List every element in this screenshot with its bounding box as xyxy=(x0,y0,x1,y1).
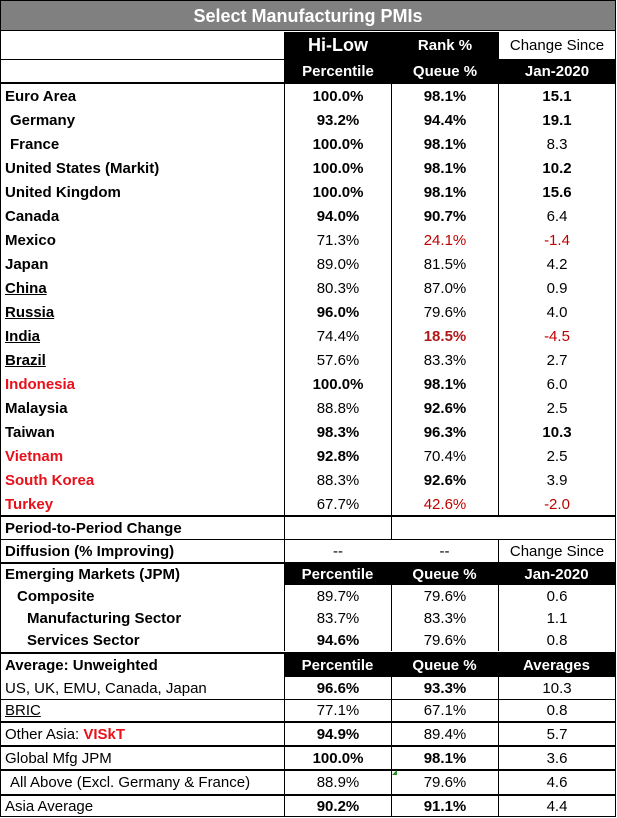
header-change-since: Change Since xyxy=(498,32,615,59)
avg-label: Average: Unweighted xyxy=(5,657,158,674)
table-row: France 100.0% 98.1% 8.3 xyxy=(1,132,615,156)
diffusion-row: Diffusion (% Improving) -- -- Change Sin… xyxy=(1,540,615,562)
cell-marker-icon xyxy=(392,770,397,775)
table-row: Canada 94.0% 90.7% 6.4 xyxy=(1,204,615,228)
table-row: China 80.3% 87.0% 0.9 xyxy=(1,276,615,300)
table-title: Select Manufacturing PMIs xyxy=(1,1,615,31)
table-row: Indonesia 100.0% 98.1% 6.0 xyxy=(1,372,615,396)
header-jan2020: Jan-2020 xyxy=(498,60,615,83)
table-row: BRIC 77.1% 67.1% 0.8 xyxy=(1,700,615,721)
em-row-name: Services Sector xyxy=(27,631,140,649)
country-name: France xyxy=(10,135,60,153)
table-row: Malaysia 88.8% 92.6% 2.5 xyxy=(1,396,615,420)
diffusion-label: Diffusion (% Improving) xyxy=(5,542,175,560)
em-row-name: Manufacturing Sector xyxy=(27,609,182,627)
table-row: Turkey 67.7% 42.6% -2.0 xyxy=(1,492,615,516)
em-row-name: Composite xyxy=(17,587,95,605)
em-header-row: Emerging Markets (JPM) Percentile Queue … xyxy=(1,564,615,585)
country-name: South Korea xyxy=(5,471,95,489)
diffusion-change-since: Change Since xyxy=(498,540,615,562)
avg-row-name: BRIC xyxy=(5,702,41,719)
table-row: US, UK, EMU, Canada, Japan 96.6% 93.3% 1… xyxy=(1,677,615,699)
country-name: United Kingdom xyxy=(5,183,121,201)
table-row: United States (Markit) 100.0% 98.1% 10.2 xyxy=(1,156,615,180)
avg-row-name: Asia Average xyxy=(5,798,94,815)
table-row: Vietnam 92.8% 70.4% 2.5 xyxy=(1,444,615,468)
avg-row-name: Other Asia: VISkT xyxy=(5,725,126,743)
table-row: Services Sector 94.6% 79.6% 0.8 xyxy=(1,629,615,651)
avg-row-name: Global Mfg JPM xyxy=(5,749,112,767)
avg-row-name: US, UK, EMU, Canada, Japan xyxy=(5,679,207,697)
header-row-2: Percentile Queue % Jan-2020 xyxy=(1,60,615,83)
table-row: Euro Area 100.0% 98.1% 15.1 xyxy=(1,84,615,108)
country-name: Indonesia xyxy=(5,375,76,393)
header-row-1: Hi-Low Rank % Change Since xyxy=(1,32,615,59)
table-row: Taiwan 98.3% 96.3% 10.3 xyxy=(1,420,615,444)
country-name: Taiwan xyxy=(5,423,55,441)
table-row: Asia Average 90.2% 91.1% 4.4 xyxy=(1,796,615,817)
country-name: United States (Markit) xyxy=(5,159,160,177)
table-row: Japan 89.0% 81.5% 4.2 xyxy=(1,252,615,276)
header-rank: Rank % xyxy=(391,32,498,59)
avg-header-row: Average: Unweighted Percentile Queue % A… xyxy=(1,654,615,677)
header-hilow: Hi-Low xyxy=(284,32,391,59)
table-row: Composite 89.7% 79.6% 0.6 xyxy=(1,585,615,607)
table-row: United Kingdom 100.0% 98.1% 15.6 xyxy=(1,180,615,204)
table-row: Global Mfg JPM 100.0% 98.1% 3.6 xyxy=(1,747,615,769)
header-percentile: Percentile xyxy=(284,60,391,83)
country-name: Japan xyxy=(5,255,49,273)
table-row: Russia 96.0% 79.6% 4.0 xyxy=(1,300,615,324)
em-label: Emerging Markets (JPM) xyxy=(5,566,181,583)
country-name: Germany xyxy=(10,111,76,129)
period-label: Period-to-Period Change xyxy=(5,519,182,537)
table-row: India 74.4% 18.5% -4.5 xyxy=(1,324,615,348)
table-row: Other Asia: VISkT 94.9% 89.4% 5.7 xyxy=(1,723,615,745)
table-row: All Above (Excl. Germany & France) 88.9%… xyxy=(1,771,615,794)
country-name: Turkey xyxy=(5,495,54,513)
visKt-label: VISkT xyxy=(83,725,126,743)
table-row: Germany 93.2% 94.4% 19.1 xyxy=(1,108,615,132)
country-name: China xyxy=(5,279,47,297)
country-name: Vietnam xyxy=(5,447,64,465)
table-row: Manufacturing Sector 83.7% 83.3% 1.1 xyxy=(1,607,615,629)
country-name: Russia xyxy=(5,303,55,321)
country-name: India xyxy=(5,327,41,345)
avg-row-name: All Above (Excl. Germany & France) xyxy=(10,774,251,791)
country-name: Malaysia xyxy=(5,399,68,417)
header-queue: Queue % xyxy=(391,60,498,83)
country-name: Brazil xyxy=(5,351,46,369)
period-row: Period-to-Period Change xyxy=(1,517,615,539)
table-row: South Korea 88.3% 92.6% 3.9 xyxy=(1,468,615,492)
country-name: Canada xyxy=(5,207,60,225)
country-name: Euro Area xyxy=(5,87,77,105)
table-row: Mexico 71.3% 24.1% -1.4 xyxy=(1,228,615,252)
country-name: Mexico xyxy=(5,231,56,249)
table-row: Brazil 57.6% 83.3% 2.7 xyxy=(1,348,615,372)
